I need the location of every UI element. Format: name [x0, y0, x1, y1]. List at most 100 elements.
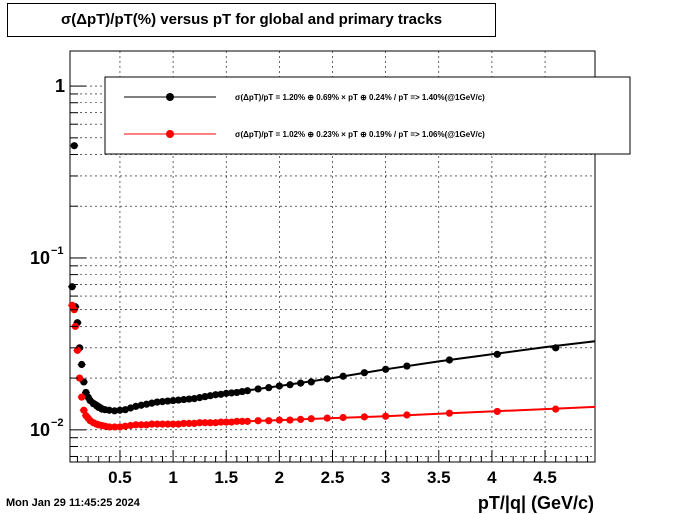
- y-tick-exponent: −1: [51, 245, 64, 257]
- data-point: [201, 393, 209, 401]
- data-point: [121, 422, 129, 430]
- data-point: [174, 420, 183, 428]
- y-tick-label: 1: [55, 76, 65, 96]
- data-point: [185, 395, 193, 403]
- y-tick-label: 10: [30, 248, 50, 268]
- data-point: [206, 419, 214, 427]
- data-point: [286, 381, 294, 389]
- data-point: [238, 417, 246, 425]
- data-point: [73, 346, 82, 354]
- data-point: [78, 360, 86, 369]
- data-point: [164, 397, 172, 405]
- data-point: [238, 387, 246, 396]
- data-point: [126, 421, 135, 430]
- data-point: [111, 407, 119, 415]
- legend-entry: σ(ΔpT)/pT = 1.02% ⊕ 0.23% × pT ⊕ 0.19% /…: [235, 130, 485, 139]
- timestamp: Mon Jan 29 11:45:25 2024: [6, 497, 140, 509]
- data-point: [323, 375, 331, 383]
- data-point: [190, 419, 198, 428]
- data-point: [105, 406, 113, 414]
- y-tick-label: 10: [30, 420, 50, 440]
- data-point: [243, 417, 252, 425]
- data-point: [153, 420, 161, 428]
- x-tick-label: 1: [168, 468, 177, 487]
- data-point: [70, 142, 78, 150]
- data-point: [297, 379, 305, 387]
- data-point: [227, 389, 236, 397]
- data-point: [233, 417, 241, 425]
- data-point: [243, 387, 252, 395]
- x-tick-label: 0.5: [108, 468, 132, 487]
- data-point: [445, 409, 454, 417]
- data-point: [196, 419, 204, 427]
- data-point: [403, 411, 411, 419]
- data-point: [111, 423, 119, 431]
- data-point: [360, 413, 368, 421]
- legend-box: [104, 76, 631, 155]
- data-point: [275, 382, 283, 390]
- data-point: [180, 395, 188, 404]
- data-point: [382, 412, 390, 420]
- legend-entry: σ(ΔpT)/pT = 1.20% ⊕ 0.69% × pT ⊕ 0.24% /…: [235, 93, 485, 102]
- legend-marker: [166, 93, 174, 101]
- data-point: [493, 407, 501, 416]
- grid-lines: [70, 51, 595, 462]
- data-point: [158, 397, 167, 406]
- x-tick-label: 1.5: [214, 468, 238, 487]
- legend: σ(ΔpT)/pT = 1.20% ⊕ 0.69% × pT ⊕ 0.24% /…: [104, 76, 631, 155]
- data-point: [339, 413, 347, 422]
- data-point: [217, 390, 225, 398]
- x-tick-label: 2.5: [321, 468, 345, 487]
- fit-curves: [87, 340, 596, 428]
- data-point: [493, 350, 501, 358]
- data-point: [206, 392, 214, 400]
- data-point: [169, 420, 177, 428]
- data-point: [201, 419, 209, 427]
- x-tick-label: 3: [381, 468, 390, 487]
- data-point: [265, 417, 273, 425]
- data-point: [78, 393, 86, 401]
- data-point: [196, 394, 204, 402]
- data-point: [105, 423, 113, 431]
- data-point: [222, 418, 230, 426]
- data-point: [116, 423, 124, 431]
- data-point: [323, 414, 331, 422]
- x-tick-label: 4.5: [533, 468, 557, 487]
- data-point: [211, 419, 220, 427]
- data-point: [180, 419, 188, 428]
- data-point: [286, 416, 294, 424]
- data-point: [222, 389, 230, 397]
- data-point: [185, 419, 193, 428]
- data-point: [254, 417, 262, 425]
- data-point: [153, 398, 161, 406]
- data-point: [116, 406, 124, 414]
- data-point: [75, 374, 84, 382]
- data-points: [68, 142, 560, 431]
- data-point: [137, 421, 145, 429]
- data-point: [403, 362, 411, 370]
- data-point: [169, 396, 177, 405]
- data-point: [360, 369, 368, 377]
- x-axis-label: pT/|q| (GeV/c): [478, 493, 594, 513]
- y-tick-exponent: −2: [51, 417, 64, 429]
- data-point: [254, 385, 262, 393]
- x-tick-label: 2: [275, 468, 284, 487]
- data-point: [164, 420, 172, 428]
- data-point: [142, 421, 151, 429]
- x-tick-label: 4: [487, 468, 497, 487]
- data-point: [307, 378, 315, 386]
- data-point: [211, 391, 220, 399]
- chart-title: σ(ΔpT)/pT(%) versus pT for global and pr…: [7, 3, 496, 37]
- data-point: [307, 415, 315, 423]
- data-point: [148, 420, 156, 428]
- data-point: [174, 396, 183, 404]
- data-point: [265, 384, 273, 392]
- legend-marker: [166, 130, 174, 138]
- data-point: [297, 415, 305, 424]
- data-point: [190, 394, 198, 403]
- data-point: [233, 388, 241, 397]
- x-tick-label: 3.5: [427, 468, 451, 487]
- data-point: [552, 405, 560, 413]
- data-point: [217, 418, 225, 426]
